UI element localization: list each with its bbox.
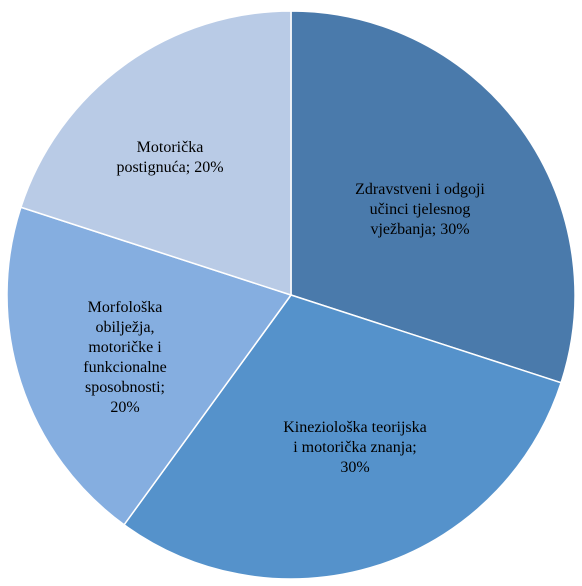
value-label: 20%: [194, 159, 224, 176]
category-label: Kineziološka teorijska i motorička znanj…: [283, 419, 427, 456]
category-label: Zdravstveni i odgoji učinci tjelesnog vj…: [355, 181, 485, 238]
data-label: Zdravstveni i odgoji učinci tjelesnog vj…: [353, 180, 488, 240]
category-label: Morfološka obilježja, motoričke i funkci…: [83, 299, 167, 396]
pie-slice: [123, 294, 563, 580]
pie-slice: [6, 206, 293, 526]
data-label: Morfološka obilježja, motoričke i funkci…: [73, 298, 178, 418]
data-label: Kineziološka teorijska i motorička znanj…: [283, 418, 428, 478]
pie-slice: [19, 10, 292, 297]
value-label: 30%: [340, 459, 370, 476]
category-label: Motorička postignuća;: [116, 139, 204, 176]
pie-slice: [290, 10, 576, 384]
value-label: 20%: [110, 399, 140, 416]
data-label: Motorička postignuća; 20%: [103, 138, 238, 178]
value-label: 30%: [440, 221, 470, 238]
